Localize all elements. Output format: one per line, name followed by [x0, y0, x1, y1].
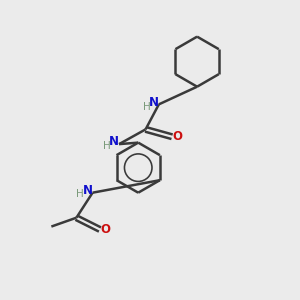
Text: H: H	[103, 142, 111, 152]
Text: N: N	[110, 135, 119, 148]
Text: N: N	[83, 184, 93, 197]
Text: O: O	[172, 130, 182, 143]
Text: H: H	[76, 189, 84, 199]
Text: N: N	[148, 95, 158, 109]
Text: H: H	[142, 102, 150, 112]
Text: O: O	[100, 223, 110, 236]
